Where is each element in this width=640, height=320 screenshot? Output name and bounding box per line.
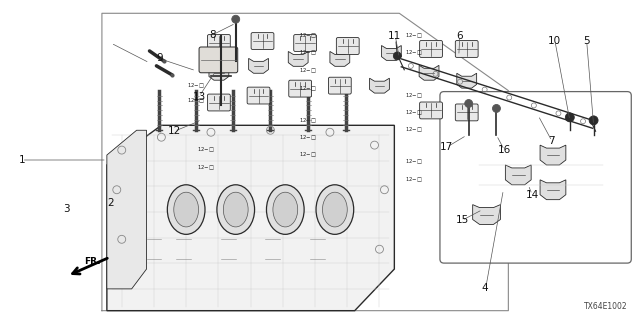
Polygon shape [330,52,349,66]
Ellipse shape [266,185,304,234]
Ellipse shape [217,185,255,234]
Polygon shape [248,58,268,73]
Ellipse shape [273,192,298,227]
Text: 12$-$□: 12$-$□ [405,126,423,134]
Text: 16: 16 [497,146,511,156]
Ellipse shape [316,185,354,234]
Text: 4: 4 [482,284,488,293]
Text: FR.: FR. [84,257,100,266]
Text: 7: 7 [548,136,555,146]
Text: TX64E1002: TX64E1002 [584,302,627,311]
Text: 5: 5 [583,36,590,46]
FancyBboxPatch shape [251,33,274,50]
Circle shape [589,116,598,125]
Text: 12$-$□: 12$-$□ [405,49,423,57]
Text: 6: 6 [456,31,463,41]
FancyBboxPatch shape [328,77,351,94]
Text: 12$-$□: 12$-$□ [405,91,423,100]
Polygon shape [381,45,401,60]
Polygon shape [540,145,566,165]
Text: 12$-$□: 12$-$□ [300,84,317,93]
Text: 8: 8 [209,30,216,40]
Text: 3: 3 [63,204,70,214]
Text: 12$-$□: 12$-$□ [405,158,423,166]
Polygon shape [457,73,477,88]
FancyBboxPatch shape [207,35,230,52]
Polygon shape [288,52,308,66]
Text: 12$-$□: 12$-$□ [300,116,317,124]
Circle shape [394,52,401,60]
FancyBboxPatch shape [337,37,359,54]
Ellipse shape [223,192,248,227]
Text: 12: 12 [168,126,180,136]
Circle shape [493,105,500,112]
Text: 12$-$□: 12$-$□ [300,67,317,75]
Text: 12$-$□: 12$-$□ [300,134,317,142]
Text: 2: 2 [108,198,114,208]
Ellipse shape [167,185,205,234]
Text: 12$-$□: 12$-$□ [405,32,423,40]
Ellipse shape [323,192,348,227]
Text: 17: 17 [440,142,454,152]
Ellipse shape [174,192,198,227]
FancyBboxPatch shape [294,35,317,52]
Text: 12$-$□: 12$-$□ [405,108,423,117]
Polygon shape [540,180,566,200]
FancyBboxPatch shape [455,41,478,57]
Polygon shape [419,65,439,80]
FancyBboxPatch shape [420,41,442,57]
Text: 14: 14 [526,190,539,200]
Text: 12$-$□: 12$-$□ [188,96,205,105]
Text: 12$-$□: 12$-$□ [300,49,317,57]
Polygon shape [473,204,500,224]
FancyBboxPatch shape [289,80,312,97]
Circle shape [565,113,574,122]
FancyBboxPatch shape [420,102,442,119]
FancyBboxPatch shape [455,104,478,121]
Polygon shape [369,78,389,93]
Text: 13: 13 [193,92,206,101]
Text: 12$-$□: 12$-$□ [300,151,317,159]
FancyBboxPatch shape [199,47,237,73]
FancyBboxPatch shape [247,87,270,104]
Text: 12$-$□: 12$-$□ [188,81,205,90]
FancyBboxPatch shape [440,92,631,263]
Polygon shape [209,65,228,80]
Circle shape [465,100,473,108]
Circle shape [232,15,240,23]
Text: 1: 1 [19,155,25,165]
FancyBboxPatch shape [207,94,230,111]
Text: 12$-$□: 12$-$□ [197,146,215,154]
Polygon shape [107,125,394,311]
Text: 15: 15 [456,215,468,225]
Text: 9: 9 [157,53,163,63]
Polygon shape [506,165,531,185]
Text: 12$-$□: 12$-$□ [300,32,317,40]
Text: 11: 11 [388,31,401,41]
Text: 12$-$□: 12$-$□ [197,164,215,172]
Polygon shape [107,130,147,289]
Text: 12$-$□: 12$-$□ [405,176,423,184]
Text: 10: 10 [548,36,561,46]
